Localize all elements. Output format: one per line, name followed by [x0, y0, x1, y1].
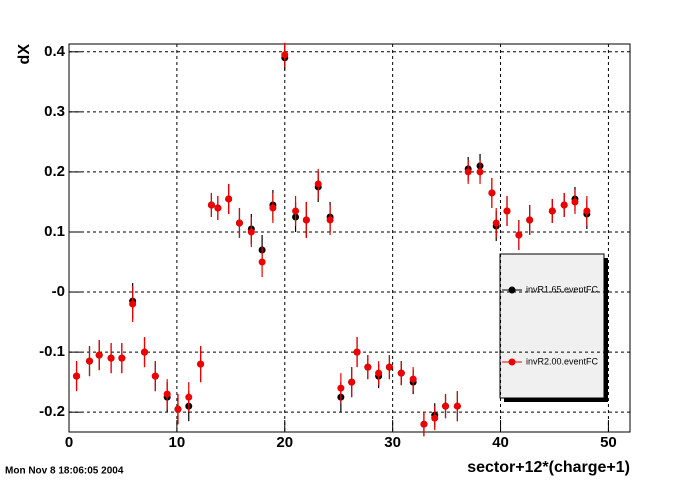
data-point	[375, 369, 383, 377]
data-point	[95, 351, 103, 359]
data-point	[314, 180, 322, 188]
data-point	[281, 51, 289, 59]
data-point	[488, 189, 496, 197]
data-point	[442, 402, 450, 410]
data-point	[174, 405, 182, 413]
data-point	[197, 360, 205, 368]
y-tick-label: -0.1	[39, 343, 65, 360]
data-point	[515, 231, 523, 239]
data-point	[560, 201, 568, 209]
y-axis-title: dX	[16, 44, 33, 65]
data-point	[214, 204, 222, 212]
data-point	[292, 207, 300, 215]
data-point	[385, 363, 393, 371]
data-point	[225, 195, 233, 203]
data-point	[464, 168, 472, 176]
data-point	[571, 198, 579, 206]
y-tick-label: 0.4	[44, 43, 66, 60]
data-point	[73, 372, 81, 380]
data-point	[258, 258, 266, 266]
data-point	[409, 375, 417, 383]
y-tick-label: 0.2	[44, 163, 65, 180]
x-tick-label: 0	[65, 434, 73, 451]
x-tick-label: 10	[169, 434, 186, 451]
data-point	[151, 372, 159, 380]
data-point	[353, 348, 361, 356]
data-point	[129, 300, 137, 308]
data-point	[141, 348, 149, 356]
data-point	[302, 216, 310, 224]
data-point	[337, 384, 345, 392]
data-point	[207, 201, 215, 209]
x-tick-label: 50	[600, 434, 617, 451]
data-point	[431, 414, 439, 422]
x-axis-title: sector+12*(charge+1)	[467, 459, 630, 476]
data-point	[247, 228, 255, 236]
y-tick-label: -0	[52, 283, 65, 300]
data-point	[397, 369, 405, 377]
data-point	[85, 357, 93, 365]
data-point	[348, 378, 356, 386]
y-tick-label: 0.1	[44, 223, 65, 240]
data-point	[420, 420, 428, 428]
legend-marker	[508, 286, 516, 294]
x-tick-label: 20	[276, 434, 293, 451]
data-point	[492, 219, 500, 227]
x-tick-label: 40	[492, 434, 509, 451]
legend-marker	[508, 358, 516, 366]
data-point	[548, 207, 556, 215]
data-point	[526, 216, 534, 224]
x-tick-label: 30	[384, 434, 401, 451]
footer-date: Mon Nov 8 18:06:05 2004	[5, 466, 124, 477]
data-point	[235, 219, 243, 227]
data-point	[107, 354, 115, 362]
legend-box	[499, 253, 605, 399]
data-point	[503, 207, 511, 215]
data-point	[326, 216, 334, 224]
data-point	[269, 204, 277, 212]
legend-label: invR1.65.eventFC	[526, 284, 599, 294]
data-point	[583, 207, 591, 215]
data-point	[476, 168, 484, 176]
data-point	[364, 363, 372, 371]
data-point	[185, 393, 193, 401]
y-tick-label: -0.2	[39, 403, 65, 420]
data-point	[453, 402, 461, 410]
data-point	[118, 354, 126, 362]
legend-label: invR2.00.eventFC	[526, 356, 599, 366]
y-tick-label: 0.3	[44, 103, 65, 120]
data-point	[163, 390, 171, 398]
